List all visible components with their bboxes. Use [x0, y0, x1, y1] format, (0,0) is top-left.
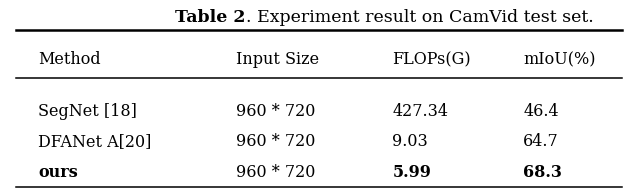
Text: 64.7: 64.7 — [523, 133, 559, 150]
Text: Method: Method — [38, 51, 101, 68]
Text: 960 * 720: 960 * 720 — [236, 133, 315, 150]
Text: 960 * 720: 960 * 720 — [236, 103, 315, 120]
Text: 427.34: 427.34 — [392, 103, 449, 120]
Text: SegNet [18]: SegNet [18] — [38, 103, 137, 120]
Text: Table 2: Table 2 — [175, 9, 246, 26]
Text: 9.03: 9.03 — [392, 133, 428, 150]
Text: 960 * 720: 960 * 720 — [236, 164, 315, 181]
Text: mIoU(%): mIoU(%) — [523, 51, 596, 68]
Text: 5.99: 5.99 — [392, 164, 431, 181]
Text: ours: ours — [38, 164, 78, 181]
Text: DFANet A[20]: DFANet A[20] — [38, 133, 152, 150]
Text: FLOPs(G): FLOPs(G) — [392, 51, 471, 68]
Text: 46.4: 46.4 — [523, 103, 559, 120]
Text: 68.3: 68.3 — [523, 164, 562, 181]
Text: . Experiment result on CamVid test set.: . Experiment result on CamVid test set. — [246, 9, 593, 26]
Text: Input Size: Input Size — [236, 51, 319, 68]
